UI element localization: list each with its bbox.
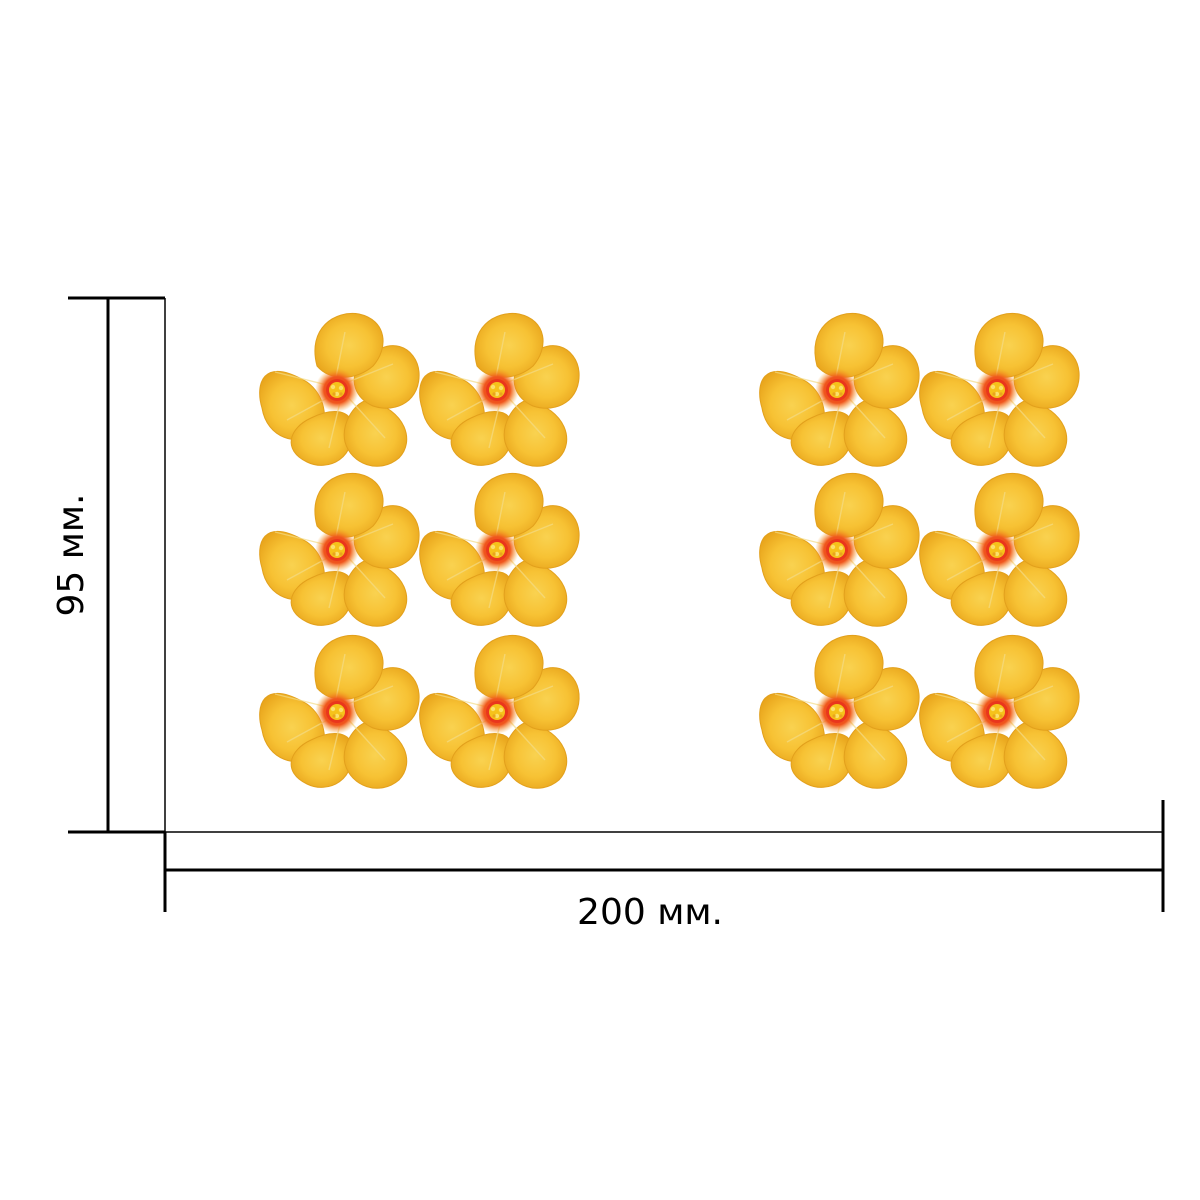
yellow-hibiscus-flower-icon xyxy=(918,312,1080,467)
yellow-hibiscus-flower-icon xyxy=(258,312,420,467)
yellow-hibiscus-flower-icon xyxy=(258,634,420,789)
yellow-hibiscus-flower-icon xyxy=(758,472,920,627)
yellow-hibiscus-flower-icon xyxy=(418,472,580,627)
width-dimension xyxy=(163,800,1165,912)
yellow-hibiscus-flower-icon xyxy=(418,634,580,789)
yellow-hibiscus-flower-icon xyxy=(918,472,1080,627)
yellow-hibiscus-flower-icon xyxy=(418,312,580,467)
yellow-hibiscus-flower-icon xyxy=(758,634,920,789)
height-dimension-label: 95 мм. xyxy=(51,493,92,617)
width-dimension-label: 200 мм. xyxy=(577,892,723,933)
height-dimension xyxy=(68,296,166,834)
flower-grid xyxy=(258,312,1080,789)
yellow-hibiscus-flower-icon xyxy=(918,634,1080,789)
yellow-hibiscus-flower-icon xyxy=(758,312,920,467)
yellow-hibiscus-flower-icon xyxy=(258,472,420,627)
